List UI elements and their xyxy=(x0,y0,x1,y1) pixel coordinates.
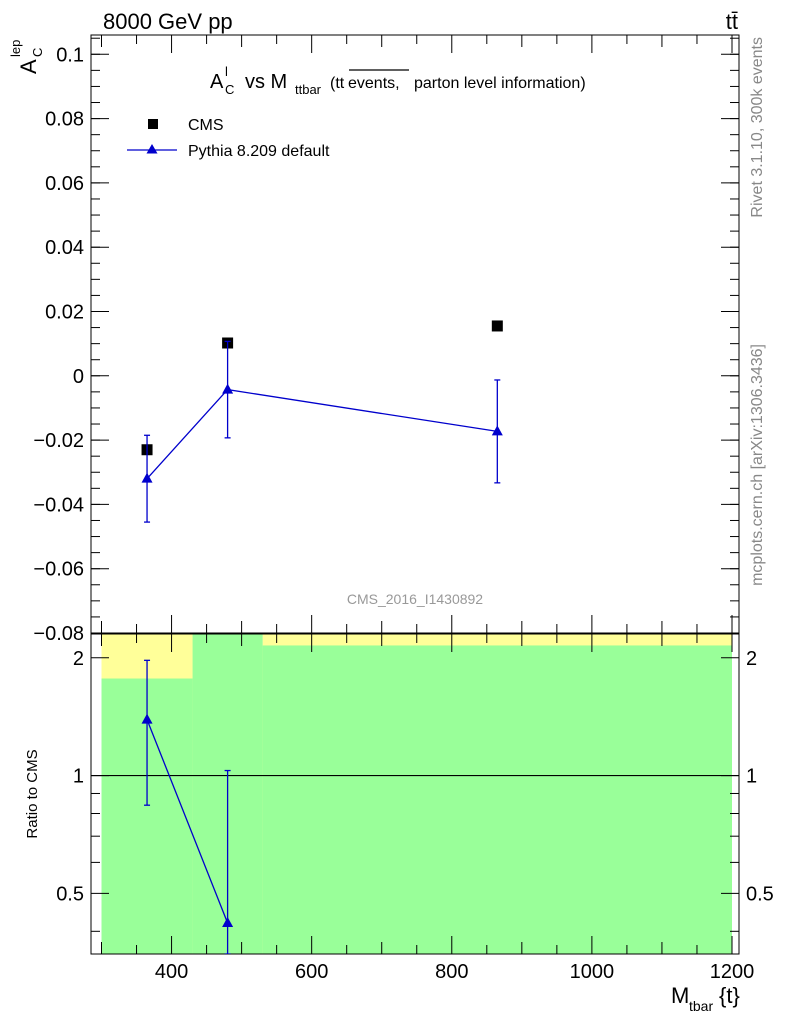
ratio-ytick-label-right: 2 xyxy=(746,648,757,670)
ratio-pythia-point xyxy=(222,917,234,928)
title-a-sup: l xyxy=(225,64,228,79)
xlabel-sub: tbar xyxy=(689,998,713,1014)
ytick-label: 0 xyxy=(73,366,84,388)
ytick-label: 0.04 xyxy=(45,237,84,259)
title-a-sub: C xyxy=(225,82,234,97)
ratio-ylabel: Ratio to CMS xyxy=(24,749,41,838)
pythia-point xyxy=(491,425,503,436)
xlabel-rest: {t} xyxy=(719,983,740,1008)
title-rest: parton level information) xyxy=(414,75,586,92)
legend-pythia-label: Pythia 8.209 default xyxy=(188,143,330,160)
legend-cms-label: CMS xyxy=(188,117,224,134)
ytick-label: 0.08 xyxy=(45,109,84,131)
ytick-label: 0.06 xyxy=(45,173,84,195)
ratio-pythia-line xyxy=(146,719,229,924)
svg-text:A: A xyxy=(210,71,224,93)
ytick-label: −0.04 xyxy=(33,494,84,516)
xtick-label: 600 xyxy=(295,961,328,983)
ylabel-main: A xyxy=(16,59,41,74)
ytick-label: 0.1 xyxy=(56,44,84,66)
x-axis-label: M tbar {t} xyxy=(671,983,740,1014)
title-vs: vs M xyxy=(245,71,287,93)
process-label: tt̄ xyxy=(726,9,738,34)
ratio-ytick-label-right: 1 xyxy=(746,766,757,788)
xtick-label: 400 xyxy=(155,961,188,983)
ratio-bands xyxy=(101,634,732,954)
legend: CMS Pythia 8.209 default xyxy=(127,117,330,160)
ratio-ytick-label: 1 xyxy=(73,766,84,788)
ylabel-sub: C xyxy=(30,48,45,57)
side-label-top: Rivet 3.1.10, 300k events xyxy=(749,37,766,218)
main-ticks: −0.08 −0.06 −0.04 −0.02 0 0.02 0.04 0.06 0.08 0.1 xyxy=(33,35,739,645)
ytick-label: −0.02 xyxy=(33,430,84,452)
main-frame xyxy=(90,34,740,634)
ratio-pythia-point xyxy=(141,713,153,724)
ratio-frame xyxy=(90,633,740,955)
ratio-data xyxy=(91,659,739,954)
title-m-sub: ttbar xyxy=(295,82,322,97)
xlabel-main: M xyxy=(671,983,689,1008)
pythia-point xyxy=(222,383,234,394)
ytick-label: 0.02 xyxy=(45,301,84,323)
band-green-2 xyxy=(262,645,732,954)
chart-title: A l C vs M ttbar (tt events, parton leve… xyxy=(210,64,586,97)
legend-cms-marker xyxy=(148,119,158,129)
ylabel-sup: lep xyxy=(8,40,23,57)
main-data xyxy=(141,320,503,523)
energy-label: 8000 GeV pp xyxy=(103,9,233,34)
main-ylabel: A lep C xyxy=(8,40,45,74)
ratio-ytick-label: 0.5 xyxy=(56,883,84,905)
ratio-ytick-label-right: 0.5 xyxy=(746,883,774,905)
ratio-ticks: 0.5 0.5 1 1 2 2 400 600 800 1000 1200 xyxy=(56,634,774,983)
title-paren: (tt xyxy=(330,75,345,92)
title-a: A xyxy=(210,71,224,93)
side-label-bottom: mcplots.cern.ch [arXiv:1306.3436] xyxy=(749,344,766,586)
cms-point xyxy=(491,320,503,332)
title-overline: events, xyxy=(348,75,400,92)
analysis-id: CMS_2016_I1430892 xyxy=(347,591,483,607)
ytick-label: −0.06 xyxy=(33,559,84,581)
ratio-ytick-label: 2 xyxy=(73,648,84,670)
pythia-point xyxy=(141,472,153,483)
xtick-label: 800 xyxy=(435,961,468,983)
ytick-label: −0.08 xyxy=(33,623,84,645)
xtick-label: 1200 xyxy=(710,961,755,983)
xtick-label: 1000 xyxy=(570,961,615,983)
pythia-line xyxy=(146,388,498,480)
legend-pythia-marker xyxy=(146,144,158,154)
